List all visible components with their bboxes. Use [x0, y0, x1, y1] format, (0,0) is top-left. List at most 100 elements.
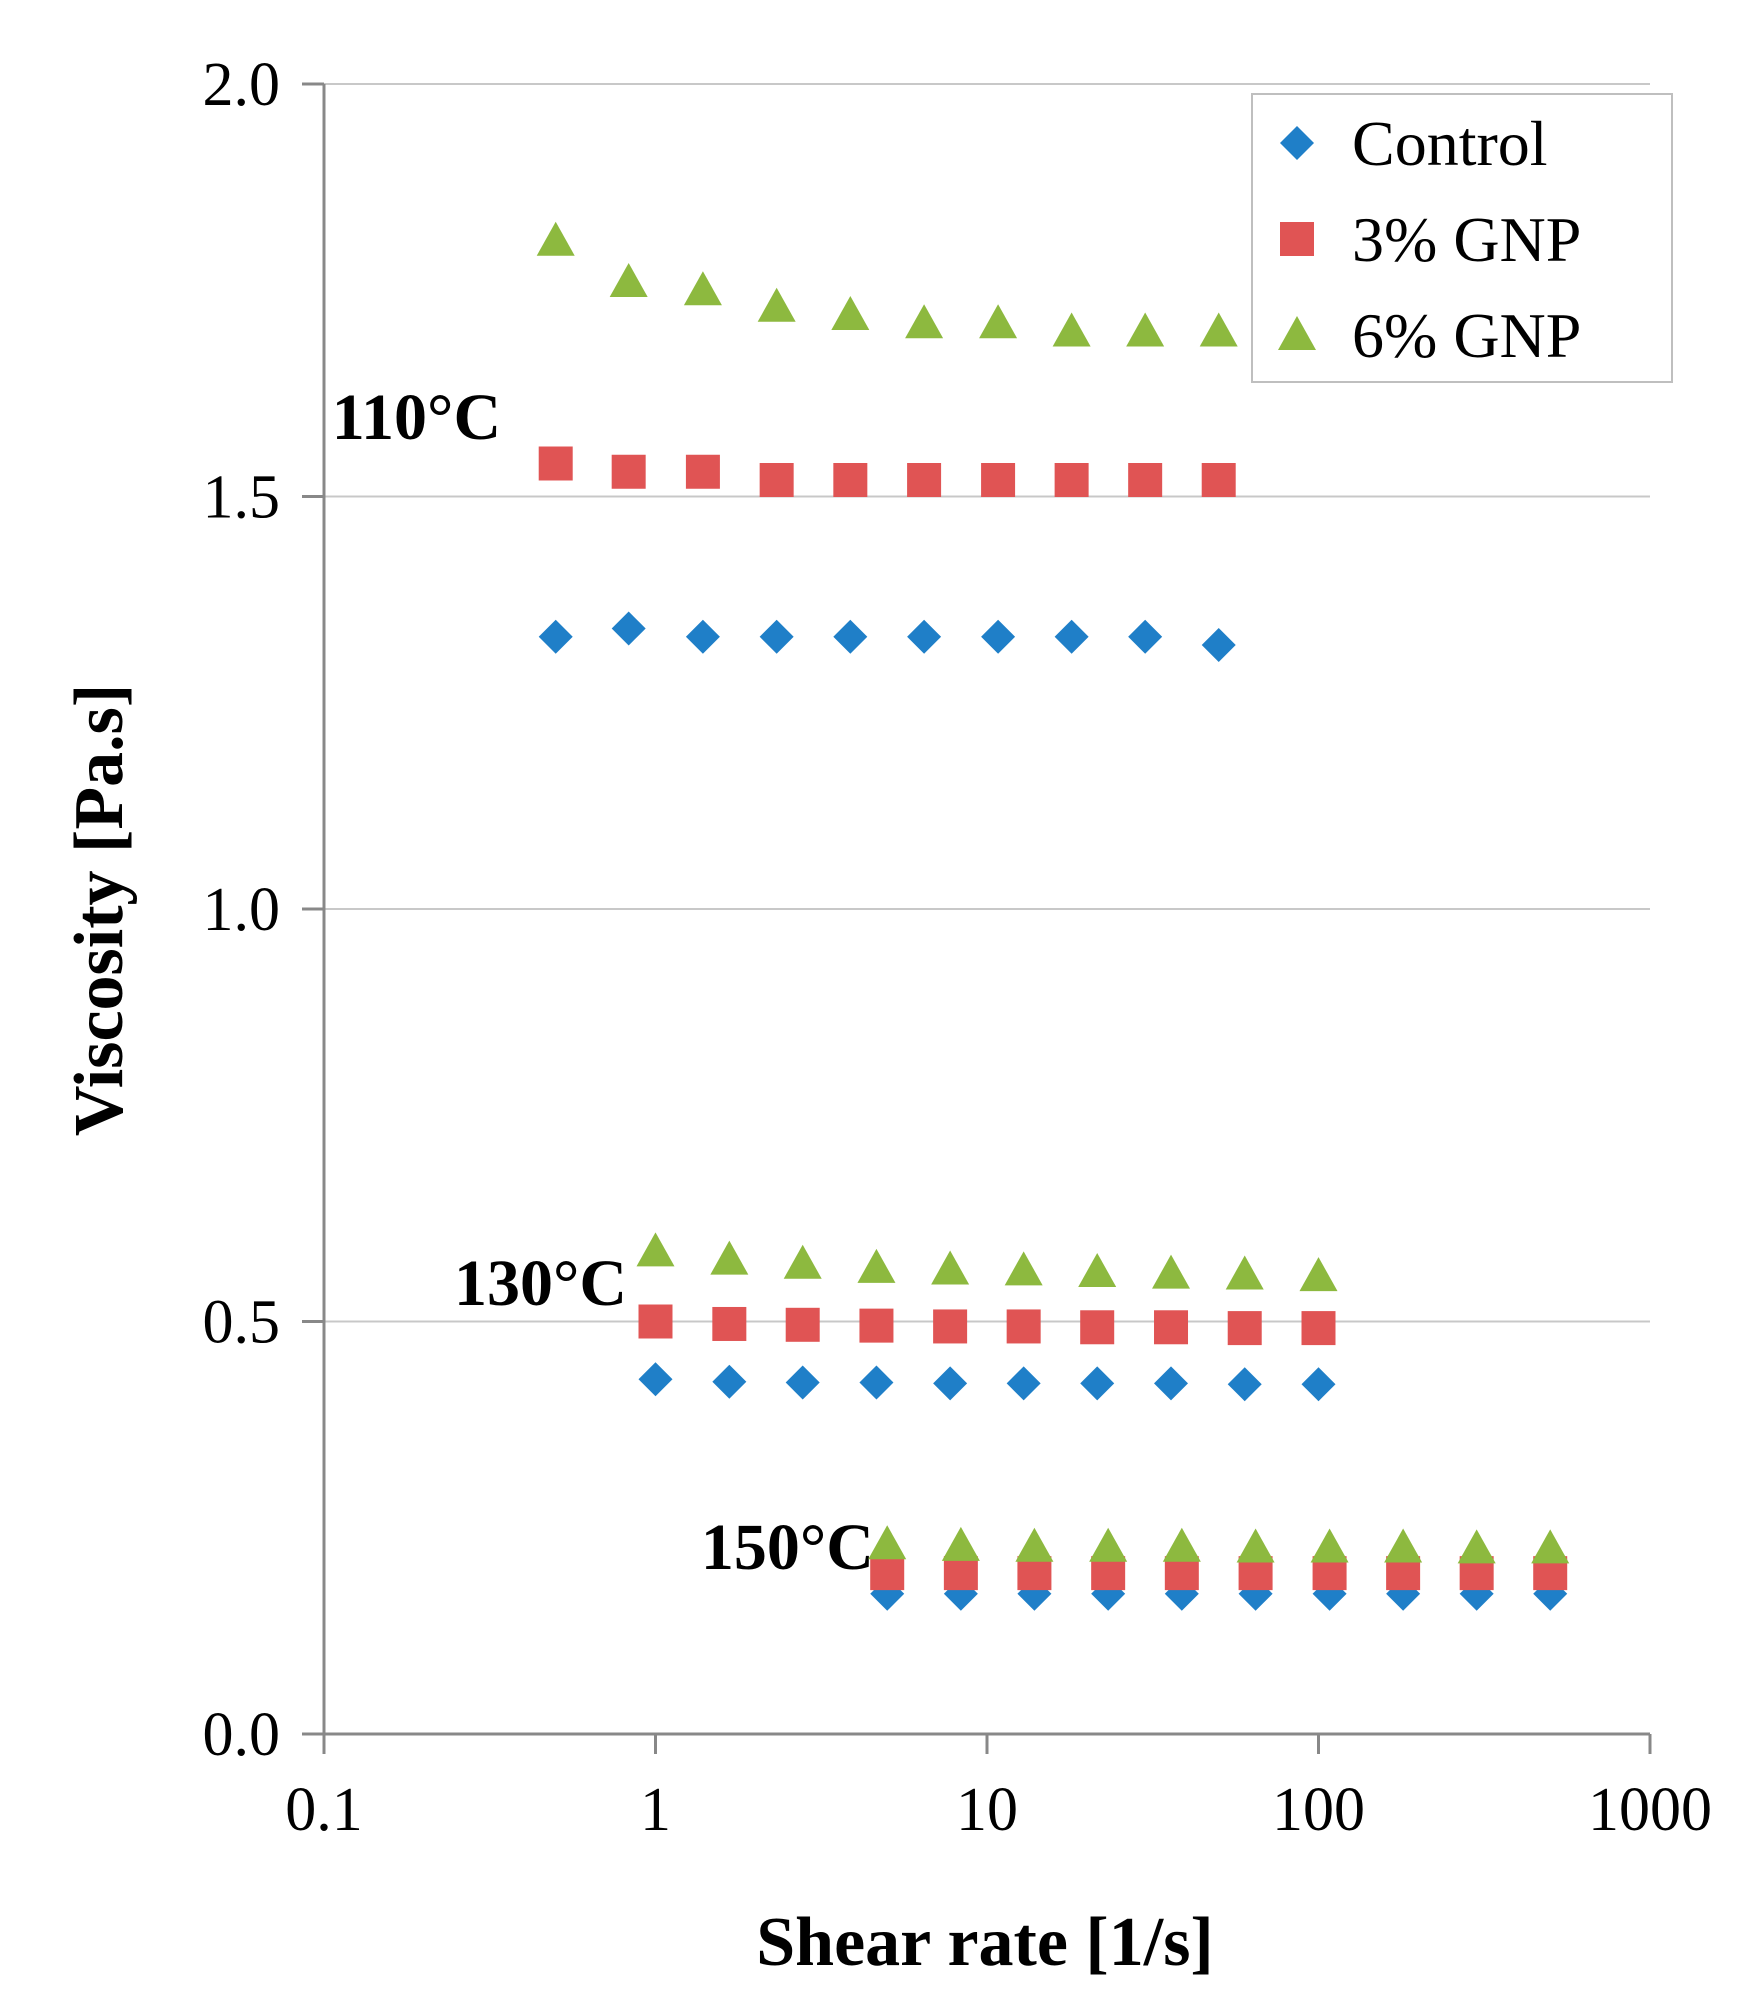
y-tick-label: 2.0 — [203, 51, 281, 119]
y-tick-label: 1.5 — [203, 464, 281, 532]
data-point — [943, 1556, 978, 1591]
y-tick-label: 0.0 — [203, 1701, 281, 1769]
data-point — [536, 221, 575, 256]
data-point — [979, 304, 1018, 339]
y-tick-label: 1.0 — [203, 876, 281, 944]
data-point — [1457, 1529, 1496, 1564]
data-point — [1006, 1309, 1041, 1344]
y-axis-title: Viscosity [Pa.s] — [61, 684, 138, 1136]
data-point — [710, 1240, 749, 1275]
data-point — [1162, 1527, 1201, 1562]
data-point — [1017, 1556, 1052, 1591]
data-point — [931, 1250, 970, 1285]
data-point — [783, 1244, 822, 1279]
legend-marker — [1280, 126, 1314, 160]
data-point — [1201, 463, 1236, 497]
data-point — [859, 1365, 894, 1400]
data-point — [1126, 312, 1165, 347]
data-point — [609, 263, 648, 297]
data-point — [638, 1362, 673, 1397]
data-point — [685, 454, 720, 489]
x-tick-label: 1 — [640, 1776, 671, 1844]
data-point — [1089, 1527, 1128, 1562]
data-point — [759, 463, 794, 497]
x-tick-label: 100 — [1272, 1776, 1365, 1844]
data-point — [1227, 1311, 1262, 1346]
data-point — [1301, 1311, 1336, 1346]
data-point — [759, 619, 794, 654]
data-point — [638, 1304, 673, 1339]
data-point — [833, 619, 868, 654]
data-point — [907, 463, 942, 497]
data-point — [1052, 312, 1091, 347]
data-point — [1299, 1257, 1338, 1292]
data-point — [1128, 463, 1163, 497]
data-point — [833, 463, 868, 497]
ticks: 0.0 0.5 1.0 1.5 2.0 0.1 1 10 100 1000 — [203, 51, 1713, 1844]
data-point — [1152, 1254, 1191, 1289]
data-point — [1201, 628, 1236, 662]
data-point — [712, 1364, 747, 1399]
data-point — [981, 619, 1016, 654]
legend-box — [1251, 93, 1673, 383]
data-point — [857, 1248, 896, 1283]
legend: Control 3% GNP 6% GNP — [1251, 93, 1673, 383]
data-points — [536, 221, 1570, 1611]
data-point — [538, 446, 573, 481]
data-point — [1384, 1528, 1423, 1563]
x-axis-title: Shear rate [1/s] — [756, 1904, 1214, 1981]
data-point — [683, 271, 722, 306]
data-point — [1301, 1367, 1336, 1402]
data-point — [636, 1232, 675, 1267]
data-point — [933, 1309, 968, 1344]
temperature-label: 110°C — [332, 381, 501, 454]
data-point — [859, 1308, 894, 1343]
data-point — [1236, 1528, 1275, 1563]
temperature-annotations: 110°C 130°C 150°C — [332, 381, 874, 1584]
data-point — [933, 1366, 968, 1401]
legend-entry: 6% GNP — [1352, 300, 1581, 371]
data-point — [1128, 619, 1163, 654]
data-point — [1227, 1367, 1262, 1402]
legend-entry: 3% GNP — [1352, 204, 1581, 275]
legend-marker — [1278, 316, 1316, 350]
temperature-label: 150°C — [701, 1511, 874, 1584]
data-point — [685, 619, 720, 654]
data-point — [1015, 1527, 1054, 1562]
data-point — [785, 1307, 820, 1342]
x-tick-label: 1000 — [1588, 1776, 1712, 1844]
data-point — [1164, 1556, 1199, 1591]
data-point — [785, 1365, 820, 1400]
x-tick-label: 0.1 — [285, 1776, 363, 1844]
legend-entry: Control — [1352, 108, 1548, 179]
data-point — [907, 619, 942, 654]
data-point — [712, 1306, 747, 1341]
data-point — [1091, 1556, 1126, 1591]
series-6-gnp — [536, 221, 1570, 1564]
data-point — [870, 1556, 905, 1591]
data-point — [1004, 1251, 1043, 1286]
data-point — [1054, 619, 1089, 654]
data-point — [1225, 1255, 1264, 1290]
x-tick-label: 10 — [956, 1776, 1018, 1844]
data-point — [1154, 1366, 1189, 1401]
data-point — [1199, 312, 1238, 347]
data-point — [905, 304, 944, 339]
y-tick-label: 0.5 — [203, 1289, 281, 1357]
data-point — [941, 1526, 980, 1561]
data-point — [1054, 463, 1089, 497]
data-point — [611, 611, 646, 646]
data-point — [757, 287, 796, 322]
data-point — [1531, 1529, 1570, 1564]
data-point — [1078, 1253, 1117, 1287]
data-point — [1006, 1366, 1041, 1401]
data-point — [1080, 1366, 1115, 1401]
temperature-label: 130°C — [454, 1247, 627, 1320]
data-point — [1154, 1310, 1189, 1345]
data-point — [1080, 1310, 1115, 1345]
series-control — [538, 611, 1568, 1611]
data-point — [868, 1525, 907, 1560]
data-point — [538, 619, 573, 654]
legend-marker — [1280, 222, 1314, 256]
